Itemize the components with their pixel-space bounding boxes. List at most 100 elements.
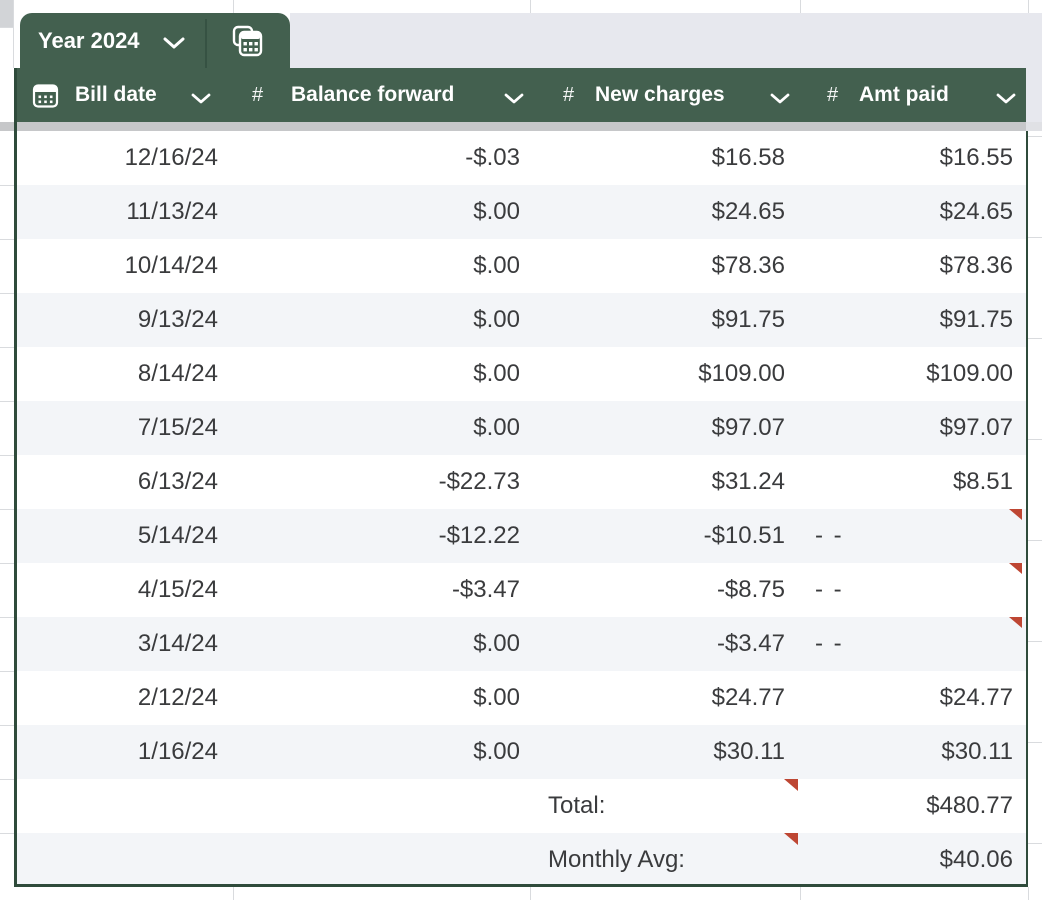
- summary-value-cell[interactable]: $40.06: [785, 833, 1013, 887]
- table-row: 7/15/24 $.00 $97.07$97.07: [15, 401, 1026, 455]
- amt-paid-cell[interactable]: $24.65: [785, 185, 1013, 239]
- table-row: 10/14/24 $.00 $78.36$78.36: [15, 239, 1026, 293]
- tab-bar-background: [290, 13, 1042, 68]
- table-row: 9/13/24 $.00 $91.75$91.75: [15, 293, 1026, 347]
- amt-paid-cell[interactable]: $97.07: [785, 401, 1013, 455]
- amt-paid-cell[interactable]: $30.11: [785, 725, 1013, 779]
- column-header-bill-date[interactable]: Bill date: [75, 68, 157, 122]
- amt-paid-cell[interactable]: - -: [815, 509, 875, 563]
- column-header-balance-forward[interactable]: Balance forward: [291, 68, 454, 122]
- table-row: 11/13/24 $.00 $24.65$24.65: [15, 185, 1026, 239]
- new-charges-cell[interactable]: -$10.51: [535, 509, 785, 563]
- bg-gridline: [0, 293, 14, 294]
- chevron-down-icon[interactable]: [504, 91, 524, 109]
- sheet-tab-year-2024[interactable]: Year 2024: [20, 13, 290, 68]
- chevron-down-icon[interactable]: [996, 91, 1016, 109]
- balance-forward-cell[interactable]: -$12.22: [265, 509, 520, 563]
- new-charges-cell[interactable]: $24.77: [535, 671, 785, 725]
- balance-forward-cell[interactable]: $.00: [265, 671, 520, 725]
- calendar-icon: [32, 82, 59, 114]
- new-charges-cell[interactable]: $30.11: [535, 725, 785, 779]
- balance-forward-cell[interactable]: -$22.73: [265, 455, 520, 509]
- balance-forward-cell[interactable]: $.00: [265, 293, 520, 347]
- summary-label-cell[interactable]: Monthly Avg:: [548, 833, 808, 887]
- table-row: 2/12/24 $.00 $24.77$24.77: [15, 671, 1026, 725]
- amt-paid-cell[interactable]: $78.36: [785, 239, 1013, 293]
- new-charges-cell[interactable]: -$3.47: [535, 617, 785, 671]
- amt-paid-cell[interactable]: $24.77: [785, 671, 1013, 725]
- new-charges-cell[interactable]: $91.75: [535, 293, 785, 347]
- new-charges-cell[interactable]: $109.00: [535, 347, 785, 401]
- bill-date-cell[interactable]: 1/16/24: [15, 725, 218, 779]
- number-format-badge: #: [827, 68, 838, 122]
- chevron-down-icon[interactable]: [163, 36, 185, 54]
- bg-corner-cell: [0, 0, 13, 27]
- table-grid-icon[interactable]: [231, 25, 265, 62]
- balance-forward-cell[interactable]: $.00: [265, 185, 520, 239]
- bg-gridline: [0, 239, 14, 240]
- amt-paid-cell[interactable]: $16.55: [785, 131, 1013, 185]
- amt-paid-cell[interactable]: $8.51: [785, 455, 1013, 509]
- bill-date-cell[interactable]: 10/14/24: [15, 239, 218, 293]
- bill-date-cell[interactable]: 11/13/24: [15, 185, 218, 239]
- number-format-badge: #: [563, 68, 574, 122]
- bg-gridline: [1028, 742, 1042, 743]
- bg-gridline: [1028, 136, 1042, 137]
- column-header-new-charges[interactable]: New charges: [595, 68, 725, 122]
- table-body: 12/16/24 -$.03 $16.58$16.55 11/13/24 $.00 $24…: [15, 131, 1026, 887]
- bill-date-cell[interactable]: 8/14/24: [15, 347, 218, 401]
- table-row: 3/14/24 $.00 -$3.47 - -: [15, 617, 1026, 671]
- bg-gridline: [233, 887, 234, 900]
- bg-gridline: [0, 347, 14, 348]
- bg-gridline: [1028, 540, 1042, 541]
- tab-bar-background: [1026, 13, 1042, 122]
- bill-date-cell[interactable]: 3/14/24: [15, 617, 218, 671]
- bg-gridline: [1028, 439, 1042, 440]
- balance-forward-cell[interactable]: $.00: [265, 617, 520, 671]
- table-border-bottom: [14, 884, 1028, 887]
- summary-value-cell[interactable]: $480.77: [785, 779, 1013, 833]
- table-row: 1/16/24 $.00 $30.11$30.11: [15, 725, 1026, 779]
- new-charges-cell[interactable]: -$8.75: [535, 563, 785, 617]
- comment-flag-icon[interactable]: [1009, 509, 1022, 520]
- bill-date-cell[interactable]: 2/12/24: [15, 671, 218, 725]
- comment-flag-icon[interactable]: [1009, 617, 1022, 628]
- balance-forward-cell[interactable]: $.00: [265, 725, 520, 779]
- balance-forward-cell[interactable]: $.00: [265, 347, 520, 401]
- bill-date-cell[interactable]: 5/14/24: [15, 509, 218, 563]
- new-charges-cell[interactable]: $31.24: [535, 455, 785, 509]
- bg-gridline: [530, 887, 531, 900]
- chevron-down-icon[interactable]: [191, 91, 211, 109]
- balance-forward-cell[interactable]: -$.03: [265, 131, 520, 185]
- bg-gridline: [0, 563, 14, 564]
- new-charges-cell[interactable]: $78.36: [535, 239, 785, 293]
- bill-date-cell[interactable]: 6/13/24: [15, 455, 218, 509]
- number-format-badge: #: [252, 68, 263, 122]
- summary-label-cell[interactable]: Total:: [548, 779, 808, 833]
- bill-date-cell[interactable]: 4/15/24: [15, 563, 218, 617]
- bill-date-cell[interactable]: 9/13/24: [15, 293, 218, 347]
- comment-flag-icon[interactable]: [1009, 563, 1022, 574]
- amt-paid-cell[interactable]: - -: [815, 563, 875, 617]
- amt-paid-cell[interactable]: - -: [815, 617, 875, 671]
- new-charges-cell[interactable]: $97.07: [535, 401, 785, 455]
- balance-forward-cell[interactable]: -$3.47: [265, 563, 520, 617]
- new-charges-cell[interactable]: $16.58: [535, 131, 785, 185]
- bg-gridline: [233, 0, 234, 13]
- bg-gridline: [0, 401, 14, 402]
- bg-gridline: [1028, 641, 1042, 642]
- bill-date-cell[interactable]: 7/15/24: [15, 401, 218, 455]
- bill-date-cell[interactable]: 12/16/24: [15, 131, 218, 185]
- table-border-right: [1026, 131, 1029, 886]
- chevron-down-icon[interactable]: [770, 91, 790, 109]
- bg-gridline: [1028, 843, 1042, 844]
- column-header-amt-paid[interactable]: Amt paid: [859, 68, 949, 122]
- bg-gridline: [1028, 887, 1029, 900]
- amt-paid-cell[interactable]: $109.00: [785, 347, 1013, 401]
- bg-gridline: [0, 779, 14, 780]
- amt-paid-cell[interactable]: $91.75: [785, 293, 1013, 347]
- balance-forward-cell[interactable]: $.00: [265, 239, 520, 293]
- new-charges-cell[interactable]: $24.65: [535, 185, 785, 239]
- balance-forward-cell[interactable]: $.00: [265, 401, 520, 455]
- tab-separator: [205, 19, 207, 68]
